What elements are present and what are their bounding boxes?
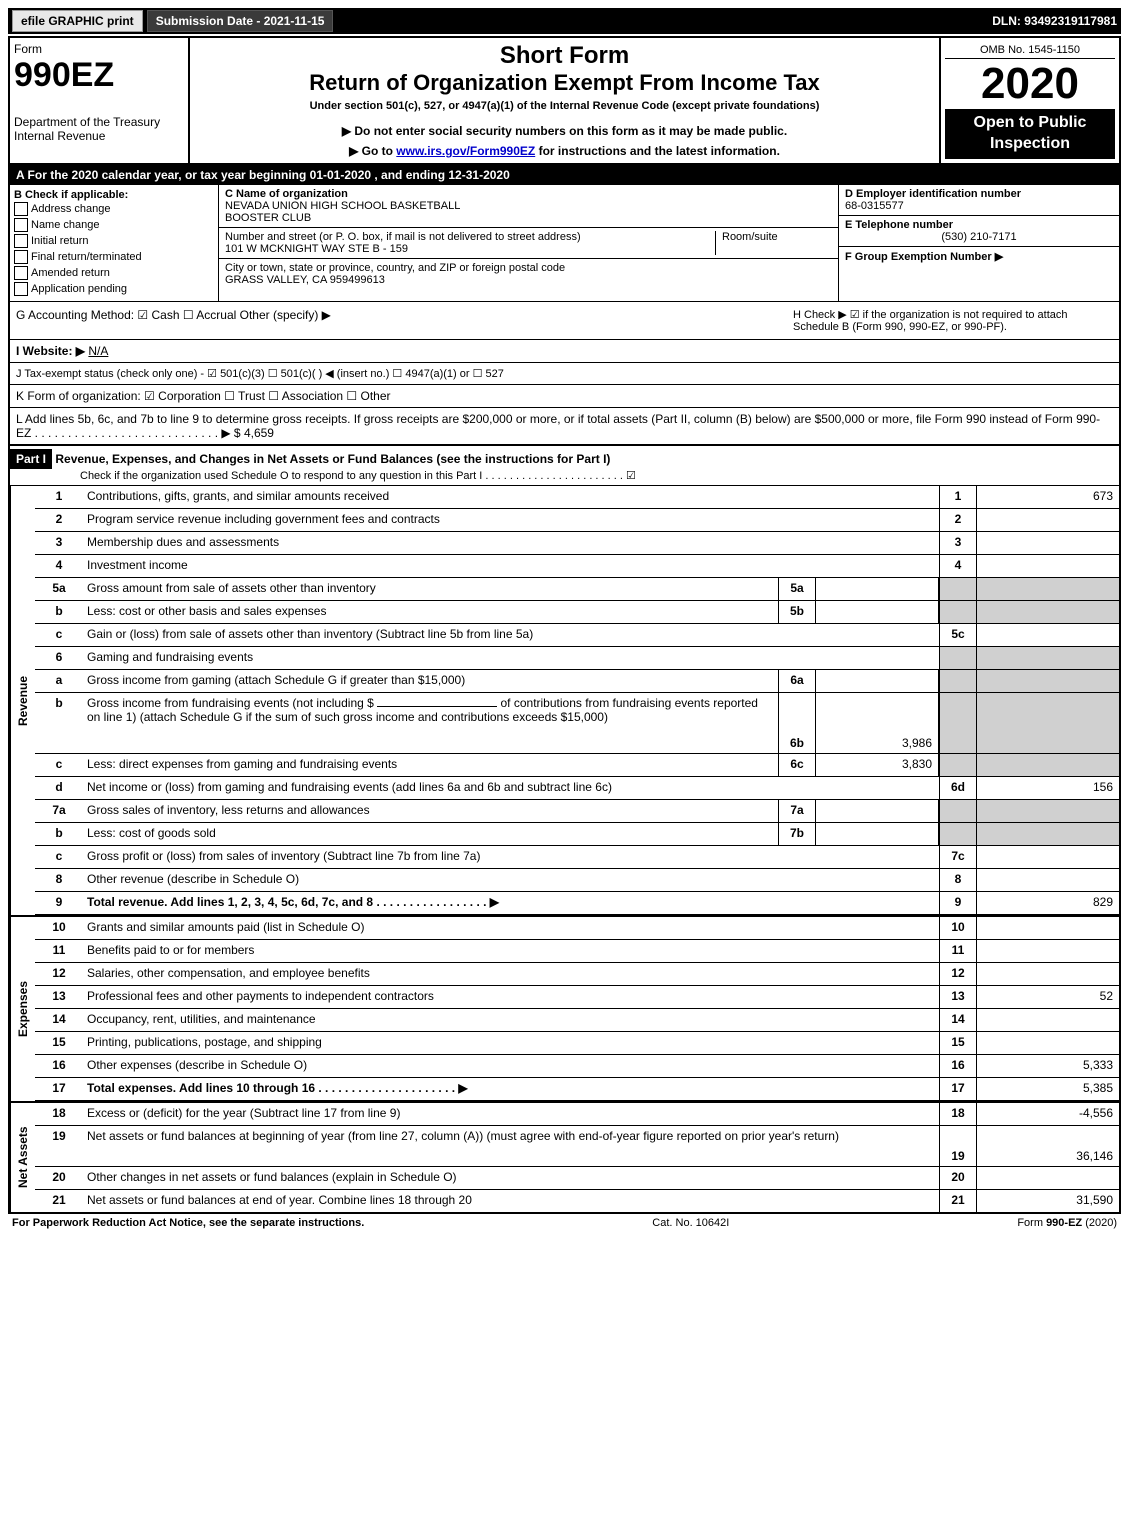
net-assets-label: Net Assets: [10, 1103, 35, 1212]
page-footer: For Paperwork Reduction Act Notice, see …: [8, 1214, 1121, 1232]
line-1: 1 Contributions, gifts, grants, and simi…: [35, 486, 1119, 509]
part1-label: Part I: [10, 449, 52, 469]
check-amended-return[interactable]: Amended return: [14, 265, 214, 281]
check-application-pending[interactable]: Application pending: [14, 281, 214, 297]
line-6d: d Net income or (loss) from gaming and f…: [35, 777, 1119, 800]
line-7a: 7a Gross sales of inventory, less return…: [35, 800, 1119, 823]
gross-receipts-value: 4,659: [244, 426, 274, 440]
line-i: I Website: ▶ N/A: [10, 340, 1119, 363]
efile-print-button[interactable]: efile GRAPHIC print: [12, 10, 143, 32]
city-label: City or town, state or province, country…: [225, 262, 832, 274]
check-initial-return[interactable]: Initial return: [14, 233, 214, 249]
box-b-title: B Check if applicable:: [14, 189, 214, 201]
city-value: GRASS VALLEY, CA 959499613: [225, 274, 832, 286]
line-5a: 5a Gross amount from sale of assets othe…: [35, 578, 1119, 601]
dept-treasury: Department of the Treasury: [14, 115, 184, 129]
line-k: K Form of organization: ☑ Corporation ☐ …: [10, 385, 1119, 408]
line-l: L Add lines 5b, 6c, and 7b to line 9 to …: [10, 408, 1119, 446]
line-10: 10 Grants and similar amounts paid (list…: [35, 917, 1119, 940]
short-form-title: Short Form: [198, 42, 931, 70]
line-21: 21 Net assets or fund balances at end of…: [35, 1190, 1119, 1212]
footer-left: For Paperwork Reduction Act Notice, see …: [12, 1217, 364, 1229]
irs-label: Internal Revenue: [14, 129, 184, 143]
box-c: C Name of organization NEVADA UNION HIGH…: [219, 185, 838, 301]
line-15: 15 Printing, publications, postage, and …: [35, 1032, 1119, 1055]
line-11: 11 Benefits paid to or for members 11: [35, 940, 1119, 963]
line-6b: b Gross income from fundraising events (…: [35, 693, 1119, 754]
submission-date-button[interactable]: Submission Date - 2021-11-15: [147, 10, 334, 32]
box-b: B Check if applicable: Address change Na…: [10, 185, 219, 301]
website-value: N/A: [88, 344, 108, 358]
box-d-label: D Employer identification number: [845, 188, 1113, 200]
part1-title: Revenue, Expenses, and Changes in Net As…: [55, 452, 610, 466]
addr-label: Number and street (or P. O. box, if mail…: [225, 231, 715, 243]
line-14: 14 Occupancy, rent, utilities, and maint…: [35, 1009, 1119, 1032]
form-word: Form: [14, 42, 184, 56]
line-3: 3 Membership dues and assessments 3: [35, 532, 1119, 555]
revenue-label: Revenue: [10, 486, 35, 915]
goto-link-row: ▶ Go to www.irs.gov/Form990EZ for instru…: [198, 144, 931, 158]
line-20: 20 Other changes in net assets or fund b…: [35, 1167, 1119, 1190]
line-5b: b Less: cost or other basis and sales ex…: [35, 601, 1119, 624]
line-13: 13 Professional fees and other payments …: [35, 986, 1119, 1009]
line-9: 9 Total revenue. Add lines 1, 2, 3, 4, 5…: [35, 892, 1119, 915]
room-suite-label: Room/suite: [715, 231, 832, 255]
section-a-period: A For the 2020 calendar year, or tax yea…: [10, 165, 1119, 185]
line-8: 8 Other revenue (describe in Schedule O)…: [35, 869, 1119, 892]
line-7b: b Less: cost of goods sold 7b: [35, 823, 1119, 846]
footer-right: Form 990-EZ (2020): [1017, 1217, 1117, 1229]
irs-link[interactable]: www.irs.gov/Form990EZ: [396, 144, 535, 158]
entity-info: B Check if applicable: Address change Na…: [10, 185, 1119, 302]
line-6c: c Less: direct expenses from gaming and …: [35, 754, 1119, 777]
box-e-label: E Telephone number: [845, 219, 1113, 231]
check-name-change[interactable]: Name change: [14, 217, 214, 233]
line-5c: c Gain or (loss) from sale of assets oth…: [35, 624, 1119, 647]
line-17: 17 Total expenses. Add lines 10 through …: [35, 1078, 1119, 1101]
line-6: 6 Gaming and fundraising events: [35, 647, 1119, 670]
line-18: 18 Excess or (deficit) for the year (Sub…: [35, 1103, 1119, 1126]
box-def: D Employer identification number 68-0315…: [838, 185, 1119, 301]
expenses-section: Expenses 10 Grants and similar amounts p…: [10, 915, 1119, 1101]
line-g: G Accounting Method: ☑ Cash ☐ Accrual Ot…: [10, 302, 787, 339]
line-6a: a Gross income from gaming (attach Sched…: [35, 670, 1119, 693]
main-title: Return of Organization Exempt From Incom…: [198, 70, 931, 96]
net-assets-section: Net Assets 18 Excess or (deficit) for th…: [10, 1101, 1119, 1212]
ssn-warning: ▶ Do not enter social security numbers o…: [198, 124, 931, 138]
check-final-return[interactable]: Final return/terminated: [14, 249, 214, 265]
box-f-label: F Group Exemption Number ▶: [845, 250, 1113, 263]
form-number: 990EZ: [14, 56, 184, 95]
top-bar: efile GRAPHIC print Submission Date - 20…: [8, 8, 1121, 34]
phone-value: (530) 210-7171: [845, 231, 1113, 243]
line-12: 12 Salaries, other compensation, and emp…: [35, 963, 1119, 986]
check-address-change[interactable]: Address change: [14, 201, 214, 217]
addr-value: 101 W MCKNIGHT WAY STE B - 159: [225, 243, 715, 255]
tax-year: 2020: [945, 59, 1115, 109]
ein-value: 68-0315577: [845, 200, 1113, 212]
part1-header: Part I Revenue, Expenses, and Changes in…: [10, 446, 1119, 486]
line-7c: c Gross profit or (loss) from sales of i…: [35, 846, 1119, 869]
org-name-1: NEVADA UNION HIGH SCHOOL BASKETBALL: [225, 200, 832, 212]
open-public: Open to Public Inspection: [945, 109, 1115, 159]
org-name-2: BOOSTER CLUB: [225, 212, 832, 224]
line-h: H Check ▶ ☑ if the organization is not r…: [787, 302, 1119, 339]
under-section: Under section 501(c), 527, or 4947(a)(1)…: [198, 100, 931, 112]
form-header: Form 990EZ Department of the Treasury In…: [10, 38, 1119, 165]
expenses-label: Expenses: [10, 917, 35, 1101]
line-16: 16 Other expenses (describe in Schedule …: [35, 1055, 1119, 1078]
part1-check: Check if the organization used Schedule …: [10, 469, 1119, 482]
form-990ez: Form 990EZ Department of the Treasury In…: [8, 36, 1121, 1214]
box-c-label: C Name of organization: [225, 188, 832, 200]
footer-center: Cat. No. 10642I: [652, 1217, 729, 1229]
line-19: 19 Net assets or fund balances at beginn…: [35, 1126, 1119, 1167]
revenue-section: Revenue 1 Contributions, gifts, grants, …: [10, 486, 1119, 915]
dln-label: DLN: 93492319117981: [992, 14, 1117, 28]
line-j: J Tax-exempt status (check only one) - ☑…: [10, 363, 1119, 385]
omb-number: OMB No. 1545-1150: [945, 42, 1115, 59]
line-2: 2 Program service revenue including gove…: [35, 509, 1119, 532]
line-4: 4 Investment income 4: [35, 555, 1119, 578]
